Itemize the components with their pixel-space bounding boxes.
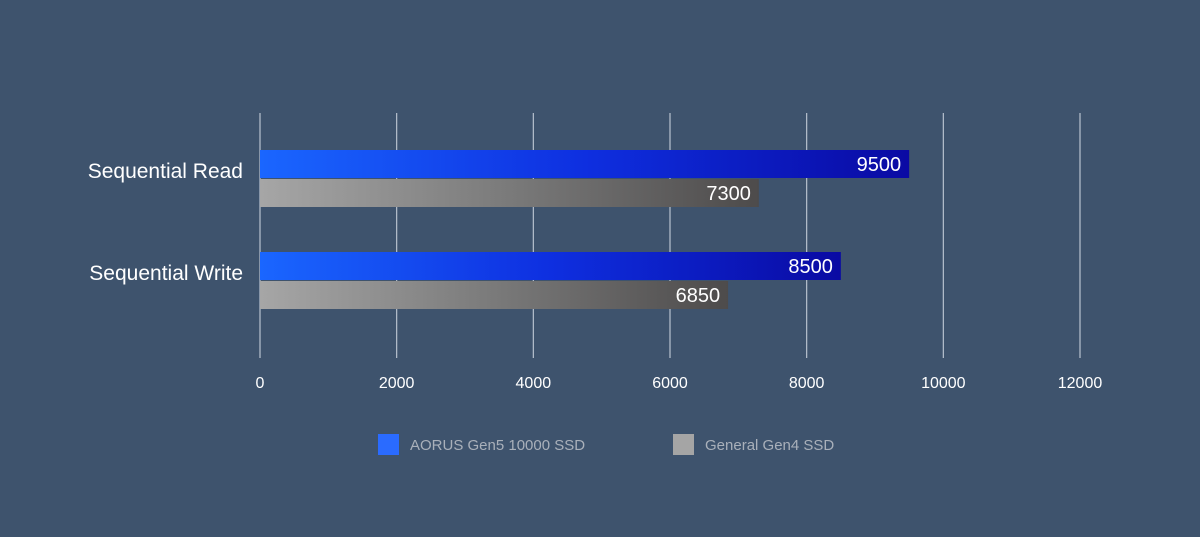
- legend-item-general-gen4-ssd: General Gen4 SSD: [673, 434, 834, 455]
- bars: [260, 150, 910, 309]
- bar-aorus-gen5-10000-ssd-sequential-write: [260, 252, 841, 280]
- x-tick-label-10000: 10000: [921, 375, 966, 392]
- category-label-sequential-read: Sequential Read: [88, 160, 243, 183]
- legend-item-aorus-gen5-10000-ssd: AORUS Gen5 10000 SSD: [378, 434, 585, 455]
- gridlines: [259, 113, 1081, 358]
- value-label-aorus-gen5-10000-ssd-sequential-write: 8500: [788, 256, 833, 278]
- legend-swatch-aorus-gen5-10000-ssd: [378, 434, 399, 455]
- x-tick-label-4000: 4000: [516, 375, 552, 392]
- x-tick-label-12000: 12000: [1058, 375, 1103, 392]
- x-tick-label-8000: 8000: [789, 375, 825, 392]
- legend-label-general-gen4-ssd: General Gen4 SSD: [705, 437, 834, 454]
- bar-aorus-gen5-10000-ssd-sequential-read: [260, 150, 910, 178]
- value-label-general-gen4-ssd-sequential-read: 7300: [706, 183, 751, 205]
- value-label-aorus-gen5-10000-ssd-sequential-read: 9500: [857, 154, 902, 176]
- x-tick-label-0: 0: [256, 375, 265, 392]
- value-label-general-gen4-ssd-sequential-write: 6850: [676, 285, 721, 307]
- legend-label-aorus-gen5-10000-ssd: AORUS Gen5 10000 SSD: [410, 437, 585, 454]
- bar-general-gen4-ssd-sequential-read: [260, 179, 759, 207]
- x-tick-label-6000: 6000: [652, 375, 688, 392]
- category-label-sequential-write: Sequential Write: [89, 262, 243, 285]
- bar-general-gen4-ssd-sequential-write: [260, 281, 729, 309]
- labels: 0 2000 4000 6000 8000 10000 12000 Sequential Re…: [88, 154, 1103, 392]
- legend: AORUS Gen5 10000 SSD General Gen4 SSD: [378, 434, 834, 455]
- x-tick-label-2000: 2000: [379, 375, 415, 392]
- legend-swatch-general-gen4-ssd: [673, 434, 694, 455]
